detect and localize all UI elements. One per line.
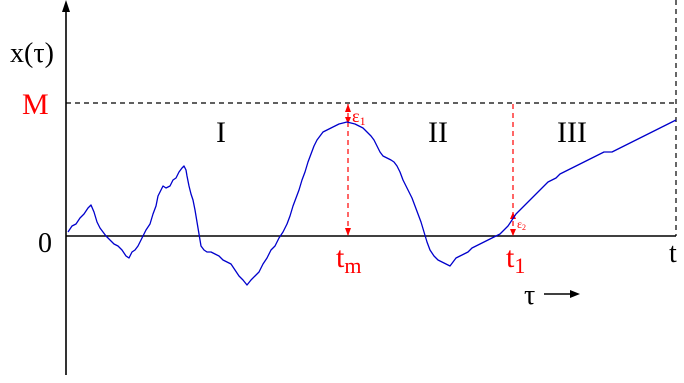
t-end-label: t xyxy=(669,238,677,269)
y-axis-arrowhead xyxy=(62,0,70,12)
t-m-arrow-down xyxy=(345,228,351,236)
t1-label: t1 xyxy=(506,241,525,278)
eps2-label: ε2 xyxy=(517,217,526,232)
region-label-iii: III xyxy=(557,116,587,149)
max-label: M xyxy=(22,88,49,121)
region-label-ii: II xyxy=(428,116,448,149)
tau-label: τ xyxy=(524,280,535,311)
tau-arrowhead xyxy=(570,290,580,298)
eps1-arrow-down xyxy=(345,117,351,124)
random-walk-path xyxy=(67,119,677,286)
eps1-arrow-up xyxy=(345,104,351,112)
zero-label: 0 xyxy=(38,228,52,259)
eps2-arrow-down xyxy=(510,229,516,236)
t-m-label: tm xyxy=(336,241,361,278)
y-axis-label: x(τ) xyxy=(10,38,54,69)
region-label-i: I xyxy=(216,116,226,149)
eps1-label: ε1 xyxy=(352,106,366,128)
